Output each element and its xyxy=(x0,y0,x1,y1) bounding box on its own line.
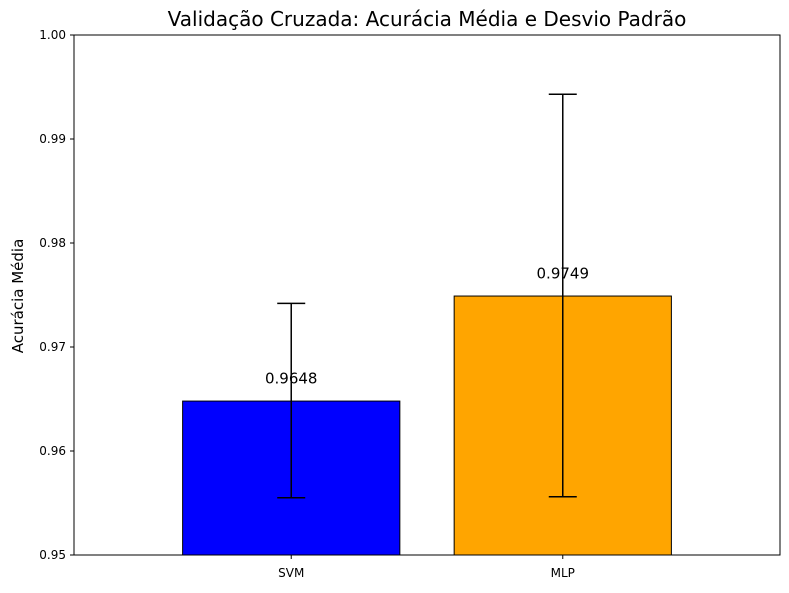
y-tick-label: 0.95 xyxy=(39,548,66,562)
y-axis: 0.95 0.96 0.97 0.98 0.99 1.00 xyxy=(39,28,74,562)
chart-title: Validação Cruzada: Acurácia Média e Desv… xyxy=(168,7,687,31)
x-axis: SVM MLP xyxy=(278,555,575,580)
plot-area: 0.9648 0.9749 xyxy=(182,93,672,556)
y-tick-label: 1.00 xyxy=(39,28,66,42)
x-tick-label-mlp: MLP xyxy=(551,566,575,580)
value-label-svm: 0.9648 xyxy=(265,369,318,387)
y-axis-label: Acurácia Média xyxy=(9,239,27,354)
y-tick-label: 0.97 xyxy=(39,340,66,354)
plot-frame xyxy=(73,34,781,556)
y-tick-label: 0.99 xyxy=(39,132,66,146)
x-tick-label-svm: SVM xyxy=(278,566,304,580)
y-tick-label: 0.98 xyxy=(39,236,66,250)
y-tick-label: 0.96 xyxy=(39,444,66,458)
value-label-mlp: 0.9749 xyxy=(537,264,590,282)
